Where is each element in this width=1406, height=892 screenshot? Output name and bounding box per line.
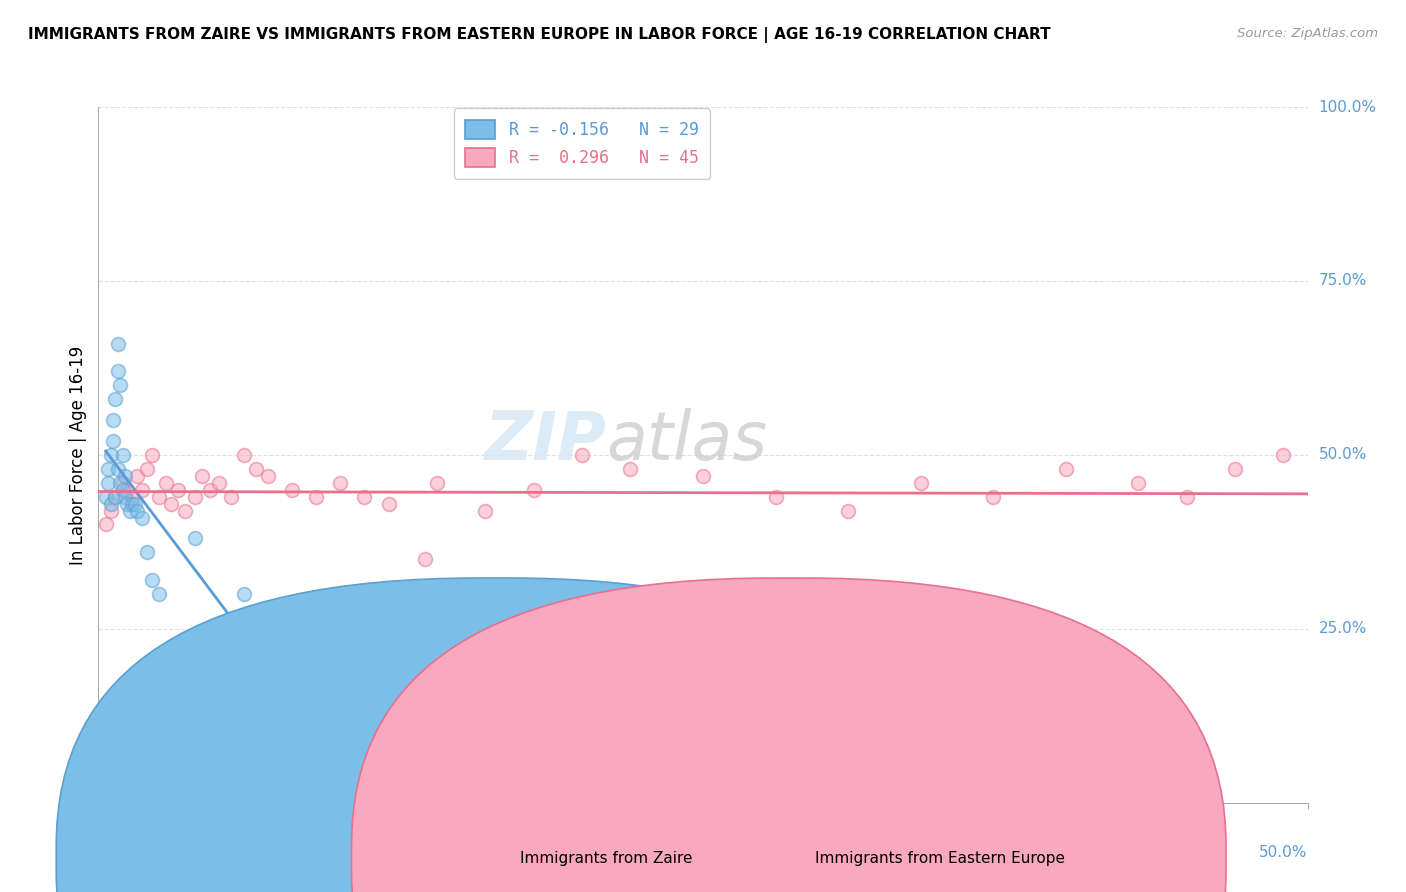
Point [256,468,278,483]
Point [121,490,143,504]
Point [1054,462,1077,476]
Point [117,497,139,511]
Point [107,364,129,378]
Point [104,490,127,504]
Point [104,392,127,407]
Point [107,462,129,476]
Point [135,462,157,476]
Point [413,552,436,566]
Point [184,490,207,504]
Point [101,413,124,427]
Point [221,490,243,504]
Point [111,475,134,490]
Y-axis label: In Labor Force | Age 16-19: In Labor Force | Age 16-19 [69,345,87,565]
Point [108,378,131,392]
Text: Immigrants from Zaire: Immigrants from Zaire [520,852,693,866]
Point [97,462,120,476]
Point [474,503,496,517]
Point [94,490,117,504]
Point [1272,448,1295,462]
Text: 75.0%: 75.0% [1319,274,1367,288]
Point [160,497,183,511]
Text: Source: ZipAtlas.com: Source: ZipAtlas.com [1237,27,1378,40]
Point [97,475,120,490]
Point [813,657,835,671]
Point [1175,490,1198,504]
Point [101,434,124,448]
Point [523,483,546,497]
Point [121,497,143,511]
Text: 50.0%: 50.0% [1319,448,1367,462]
Text: ZIP: ZIP [485,408,606,474]
Point [281,483,304,497]
Point [100,503,122,517]
Point [118,503,141,517]
Legend: R = -0.156   N = 29, R =  0.296   N = 45: R = -0.156 N = 29, R = 0.296 N = 45 [454,109,710,178]
Text: 100.0%: 100.0% [1319,100,1376,114]
Point [141,448,163,462]
Point [100,448,122,462]
Text: IMMIGRANTS FROM ZAIRE VS IMMIGRANTS FROM EASTERN EUROPE IN LABOR FORCE | AGE 16-: IMMIGRANTS FROM ZAIRE VS IMMIGRANTS FROM… [28,27,1050,43]
Point [837,503,859,517]
Point [692,468,714,483]
Point [100,497,122,511]
Point [131,510,153,524]
Point [127,503,149,517]
Point [1128,475,1150,490]
Point [981,490,1004,504]
Point [377,497,399,511]
Text: 50.0%: 50.0% [1260,845,1308,860]
Point [1223,462,1246,476]
Point [141,573,163,587]
Point [571,448,593,462]
Point [765,490,787,504]
Point [910,475,932,490]
Point [104,490,127,504]
Point [155,475,177,490]
Point [208,475,231,490]
Point [353,490,375,504]
Point [619,462,641,476]
Point [108,475,131,490]
Point [114,468,136,483]
Point [184,532,207,546]
Point [111,483,134,497]
Point [114,490,136,504]
Point [135,545,157,559]
Point [305,490,328,504]
Point [107,336,129,351]
Point [426,475,449,490]
Point [111,448,134,462]
Point [124,497,146,511]
Point [245,462,267,476]
Point [232,587,254,601]
Point [131,483,153,497]
Point [148,587,170,601]
Text: 25.0%: 25.0% [1319,622,1367,636]
Point [329,475,352,490]
Point [167,483,190,497]
Text: atlas: atlas [606,408,768,474]
Point [94,517,117,532]
Point [174,503,197,517]
Point [127,468,149,483]
Point [148,490,170,504]
Point [191,468,214,483]
Text: Immigrants from Eastern Europe: Immigrants from Eastern Europe [815,852,1066,866]
Text: 0.0%: 0.0% [98,845,138,860]
Point [198,483,221,497]
Point [232,448,254,462]
Point [117,483,139,497]
